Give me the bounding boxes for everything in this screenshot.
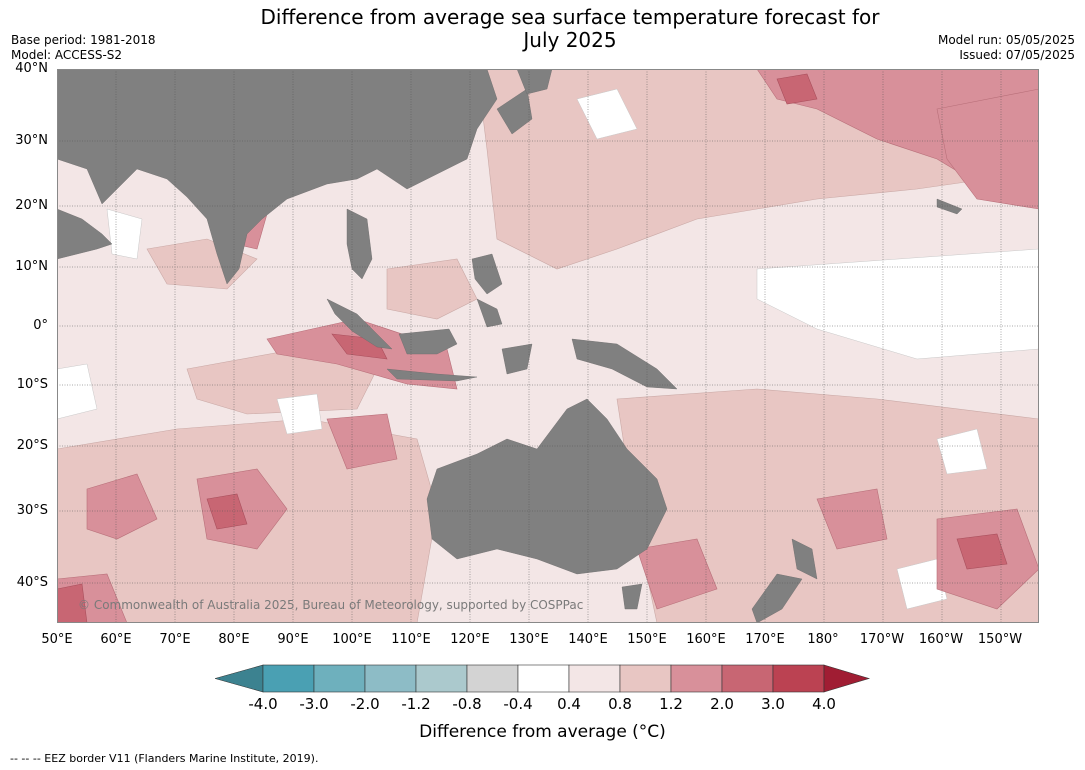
map-frame: [57, 69, 1039, 623]
lon-label-100e: 100°E: [332, 632, 372, 647]
colorbar-tick: 2.0: [710, 695, 734, 713]
lat-label-40s: 40°S: [16, 575, 48, 590]
lat-label-10n: 10°N: [15, 259, 48, 274]
lon-label-170e: 170°E: [745, 632, 785, 647]
map-title-line2: July 2025: [523, 28, 617, 52]
lon-label-160w: 160°W: [918, 632, 964, 647]
colorbar: [215, 664, 871, 693]
model-text: Model: ACCESS-S2: [11, 48, 123, 62]
lon-label-170w: 170°W: [859, 632, 905, 647]
colorbar-label: Difference from average (°C): [419, 722, 666, 742]
colorbar-segment-4: [415, 664, 468, 693]
colorbar-over-arrow: [823, 664, 871, 693]
colorbar-segment-7: [568, 664, 621, 693]
colorbar-segment-3: [364, 664, 417, 693]
colorbar-segment-10: [721, 664, 774, 693]
colorbar-segment-9: [670, 664, 723, 693]
lon-label-120e: 120°E: [450, 632, 490, 647]
lat-label-30n: 30°N: [15, 133, 48, 148]
sst-anomaly-map: [57, 69, 1039, 623]
lat-label-20s: 20°S: [16, 438, 48, 453]
lon-label-70e: 70°E: [159, 632, 191, 647]
colorbar-tick: 0.4: [557, 695, 581, 713]
land-masses: [57, 69, 963, 623]
lat-label-10s: 10°S: [16, 377, 48, 392]
meta-left: Base period: 1981-2018 Model: ACCESS-S2: [11, 33, 156, 63]
lon-label-160e: 160°E: [686, 632, 726, 647]
lon-label-180: 180°: [807, 632, 839, 647]
anomaly-neutral-regions: [57, 88, 1039, 610]
lat-label-20n: 20°N: [15, 198, 48, 213]
lat-label-equator: 0°: [33, 318, 48, 333]
colorbar-segment-5: [466, 664, 519, 693]
meta-right: Model run: 05/05/2025 Issued: 07/05/2025: [938, 33, 1075, 63]
copyright-text: © Commonwealth of Australia 2025, Bureau…: [78, 598, 584, 612]
colorbar-tick: 0.8: [608, 695, 632, 713]
colorbar-tick: 4.0: [812, 695, 836, 713]
base-period-text: Base period: 1981-2018: [11, 33, 156, 47]
lon-label-150w: 150°W: [977, 632, 1023, 647]
colorbar-segment-6: [517, 664, 570, 693]
colorbar-tick: -0.4: [503, 695, 533, 713]
lon-label-80e: 80°E: [218, 632, 250, 647]
lon-label-50e: 50°E: [41, 632, 73, 647]
lat-label-40n: 40°N: [15, 61, 48, 76]
lon-label-130e: 130°E: [509, 632, 549, 647]
colorbar-segment-1: [262, 664, 315, 693]
lon-label-110e: 110°E: [391, 632, 431, 647]
lon-label-60e: 60°E: [100, 632, 132, 647]
lon-label-90e: 90°E: [277, 632, 309, 647]
colorbar-tick: -2.0: [350, 695, 380, 713]
colorbar-tick: -1.2: [401, 695, 431, 713]
issued-text: Issued: 07/05/2025: [959, 48, 1075, 62]
colorbar-under-arrow: [215, 664, 264, 693]
map-canvas: [57, 69, 1039, 623]
map-title-line1: Difference from average sea surface temp…: [260, 5, 880, 29]
lon-label-140e: 140°E: [568, 632, 608, 647]
colorbar-segment-8: [619, 664, 672, 693]
anomaly-hot-regions: [57, 73, 1008, 623]
colorbar-segment-11: [772, 664, 825, 693]
lat-gridlines: [57, 69, 1039, 584]
colorbar-tick: -4.0: [248, 695, 278, 713]
colorbar-tick: 3.0: [761, 695, 785, 713]
lon-label-150e: 150°E: [627, 632, 667, 647]
colorbar-tick: 1.2: [659, 695, 683, 713]
colorbar-segment-2: [313, 664, 366, 693]
model-run-text: Model run: 05/05/2025: [937, 33, 1075, 47]
colorbar-tick: -3.0: [299, 695, 329, 713]
eez-legend-note: -- -- -- EEZ border V11 (Flanders Marine…: [10, 752, 319, 765]
colorbar-tick: -0.8: [452, 695, 482, 713]
lat-label-30s: 30°S: [16, 503, 48, 518]
